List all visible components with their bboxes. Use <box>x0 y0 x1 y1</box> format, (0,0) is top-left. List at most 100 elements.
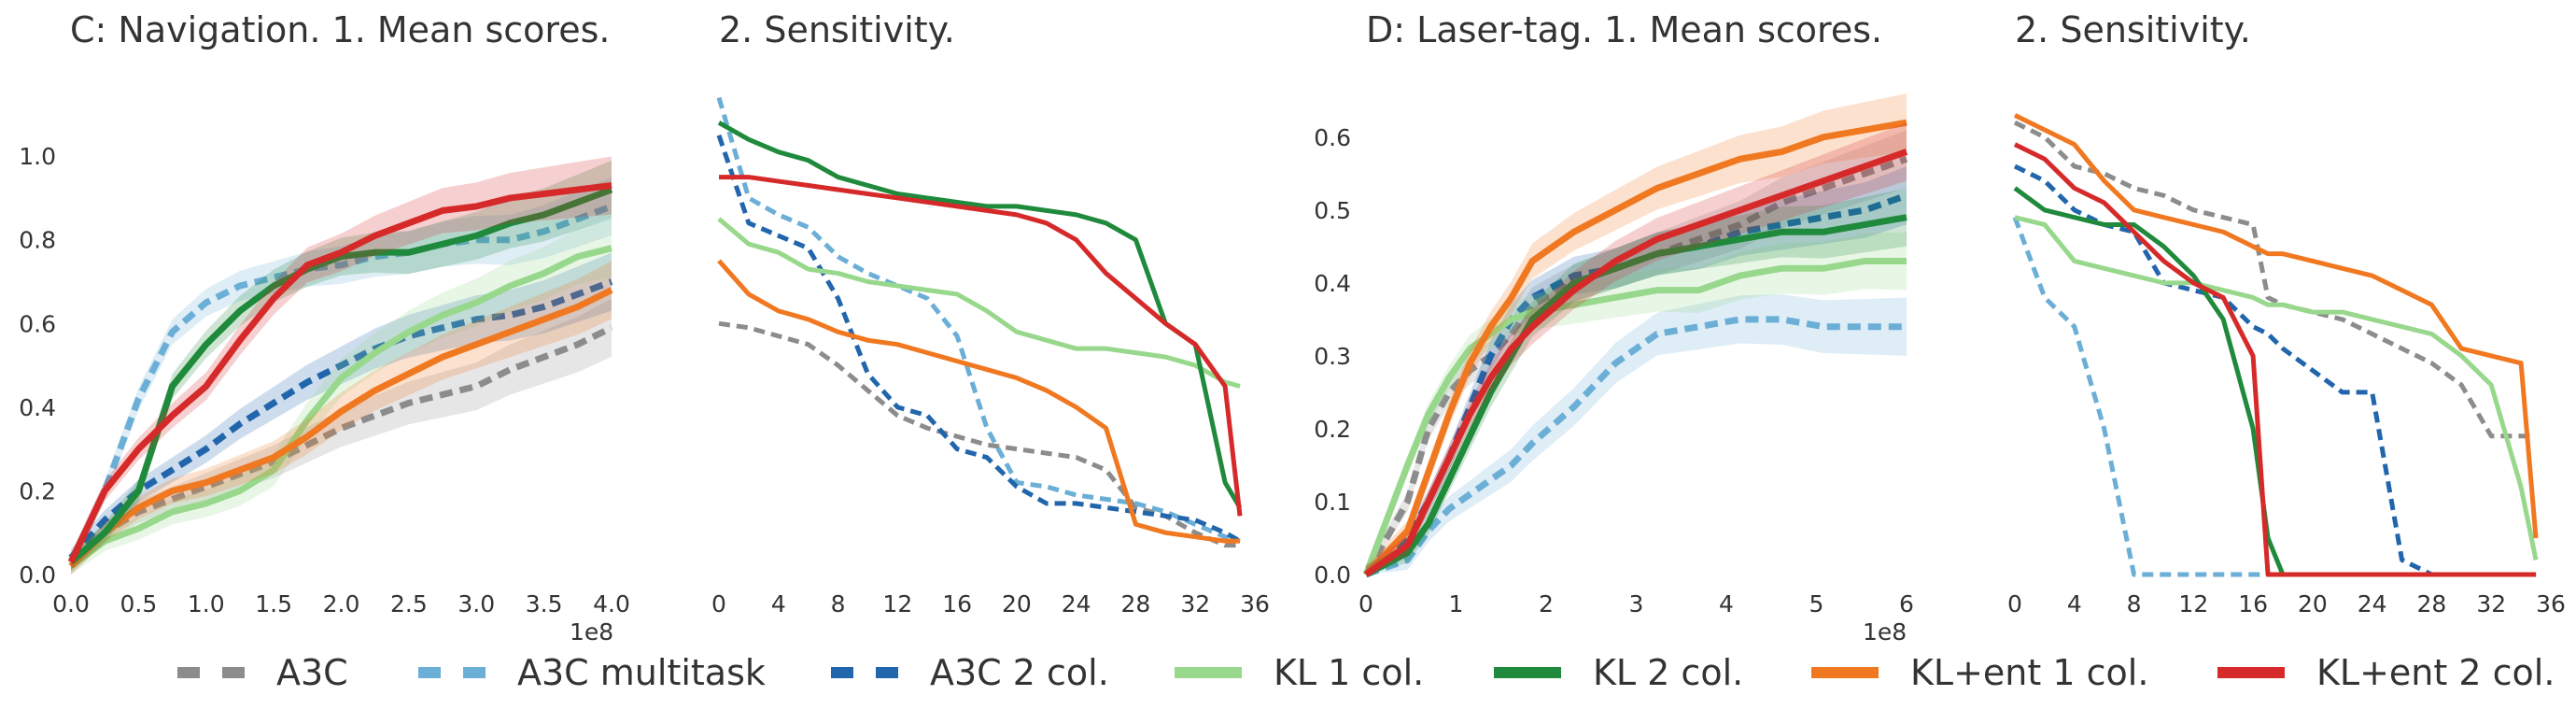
y-tick-label: 0.0 <box>1314 561 1351 589</box>
x-tick-label: 12 <box>882 590 912 618</box>
series-line-a3c <box>2013 120 2537 439</box>
y-tick-label: 0.4 <box>1314 270 1351 297</box>
series-band-kl-ent-1-col <box>71 261 612 575</box>
series-band-kl-2-col <box>71 160 612 571</box>
panel-d-sensitivity-title: 2. Sensitivity. <box>2015 9 2251 50</box>
series-line-a3c-multitask <box>67 203 613 564</box>
series-band-kl-ent-1-col <box>1366 93 1907 575</box>
plot-area: 0.0 0.5 1.0 1.5 2.0 2.5 3.0 3.5 4.0 0.0 0.2 0.4 0.6 0… <box>19 93 2566 618</box>
series-line-kl-2-col <box>68 186 613 565</box>
x-tick-label: 16 <box>2238 590 2268 618</box>
x-tick-label: 8 <box>831 590 846 618</box>
legend-label-a3c: A3C <box>276 652 348 693</box>
x-tick-label: 5 <box>1809 590 1824 618</box>
legend-item-kl-2col: KL 2 col. <box>1494 645 1743 701</box>
series-band-a3c-multitask <box>1366 293 1907 575</box>
legend-item-klent-1col: KL+ent 1 col. <box>1811 645 2148 701</box>
series-line-a3c-2-col <box>716 134 1242 544</box>
series-line-kl-ent-2-col <box>2013 142 2537 577</box>
legend-item-a3c-multitask: A3C multitask <box>418 645 766 701</box>
series-line-kl-ent-2-col <box>719 175 1243 517</box>
x-tick-label: 4 <box>1719 590 1734 618</box>
series-band-a3c <box>71 298 612 575</box>
series-band-a3c-2-col <box>71 252 612 567</box>
legend-swatch-a3c <box>177 667 245 678</box>
series-line-a3c-2-col <box>2013 163 2537 577</box>
legend-label-kl-1col: KL 1 col. <box>1274 652 1425 693</box>
x-tick-label: 20 <box>1002 590 1032 618</box>
x-tick-label: 16 <box>942 590 972 618</box>
x-tick-label: 4 <box>771 590 786 618</box>
x-tick-label: 32 <box>2476 590 2506 618</box>
legend-item-kl-1col: KL 1 col. <box>1175 645 1424 701</box>
x-tick-label: 3.0 <box>457 590 495 618</box>
x-tick-label: 4.0 <box>593 590 630 618</box>
x-tick-label: 24 <box>2358 590 2387 618</box>
x-tick-label: 2.0 <box>323 590 360 618</box>
figure: C: Navigation. 1. Mean scores. 2. Sensit… <box>19 9 2566 645</box>
series-line-kl-ent-1-col <box>717 259 1241 544</box>
series-line-a3c <box>68 324 613 569</box>
legend-swatch-klent-1col <box>1811 667 1879 678</box>
legend-item-a3c: A3C <box>177 645 348 701</box>
x-tick-label: 36 <box>2536 590 2566 618</box>
y-tick-label: 1.0 <box>19 143 56 170</box>
y-tick-label: 0.3 <box>1314 343 1351 370</box>
legend-label-klent-2col: KL+ent 2 col. <box>2316 652 2555 693</box>
x-tick-label: 2.5 <box>390 590 428 618</box>
x-tick-label: 0.0 <box>52 590 90 618</box>
y-tick-label: 0.0 <box>19 561 56 589</box>
series-band-a3c <box>1366 130 1907 575</box>
series-line-kl-1-col <box>68 245 612 569</box>
x-tick-label: 28 <box>1121 590 1151 618</box>
series-line-kl-2-col <box>2013 186 2537 577</box>
y-tick-label: 0.6 <box>19 310 56 337</box>
x-tick-label: 1.5 <box>255 590 292 618</box>
x-tick-label: 12 <box>2178 590 2208 618</box>
series-line-a3c-2-col <box>68 278 613 561</box>
panel-c-sensitivity-title: 2. Sensitivity. <box>719 9 955 50</box>
x-tick-label: 28 <box>2417 590 2447 618</box>
series-line-kl-ent-2-col <box>1363 149 1908 577</box>
y-tick-label: 0.2 <box>19 477 56 504</box>
x-tick-label: 6 <box>1899 590 1914 618</box>
series-band-kl-ent-2-col <box>71 156 612 571</box>
series-line-kl-ent-1-col <box>2013 113 2539 539</box>
x-tick-label: 3.5 <box>526 590 563 618</box>
series-line-kl-2-col <box>1364 214 1907 578</box>
panel-d-title: D: Laser-tag. 1. Mean scores. <box>1366 9 1882 50</box>
series-line-kl-1-col <box>2014 215 2539 561</box>
y-tick-label: 0.5 <box>1314 197 1351 224</box>
panel-c-title: C: Navigation. 1. Mean scores. <box>70 9 610 50</box>
series-line-a3c-multitask <box>2012 216 2537 577</box>
x-tick-label: 0 <box>711 590 726 618</box>
x-tick-label: 2 <box>1539 590 1554 618</box>
series-line-kl-1-col <box>717 217 1241 389</box>
x-tick-label: 1 <box>1449 590 1464 618</box>
x-tick-label: 3 <box>1629 590 1644 618</box>
x-tick-label: 0.5 <box>120 590 157 618</box>
legend-item-a3c-2col: A3C 2 col. <box>831 645 1109 701</box>
series-line-kl-ent-1-col <box>68 287 613 569</box>
x-tick-label: 0 <box>2007 590 2022 618</box>
legend-label-a3c-multitask: A3C multitask <box>517 652 766 693</box>
series-line-kl-ent-2-col <box>67 182 612 564</box>
x-tick-label: 4 <box>2067 590 2082 618</box>
x-tick-label: 0 <box>1358 590 1373 618</box>
x-tick-label: 24 <box>1062 590 1091 618</box>
x-tick-label: 36 <box>1240 590 1270 618</box>
legend: A3C A3C multitask A3C 2 col. KL 1 col. K… <box>0 645 2576 701</box>
y-tick-label: 0.1 <box>1314 489 1351 516</box>
legend-item-klent-2col: KL+ent 2 col. <box>2217 645 2555 701</box>
series-line-kl-ent-1-col <box>1363 119 1907 577</box>
series-line-a3c-multitask <box>1364 316 1907 578</box>
legend-swatch-a3c-2col <box>831 667 898 678</box>
legend-swatch-kl-2col <box>1494 667 1561 678</box>
legend-swatch-klent-2col <box>2217 667 2285 678</box>
y-tick-label: 0.8 <box>19 227 56 254</box>
x-tick-label: 1.0 <box>188 590 225 618</box>
y-tick-label: 0.4 <box>19 394 56 421</box>
legend-label-kl-2col: KL 2 col. <box>1593 652 1744 693</box>
panel-d-x-multiplier: 1e8 <box>1863 618 1907 645</box>
series-band-kl-1-col <box>71 219 612 575</box>
